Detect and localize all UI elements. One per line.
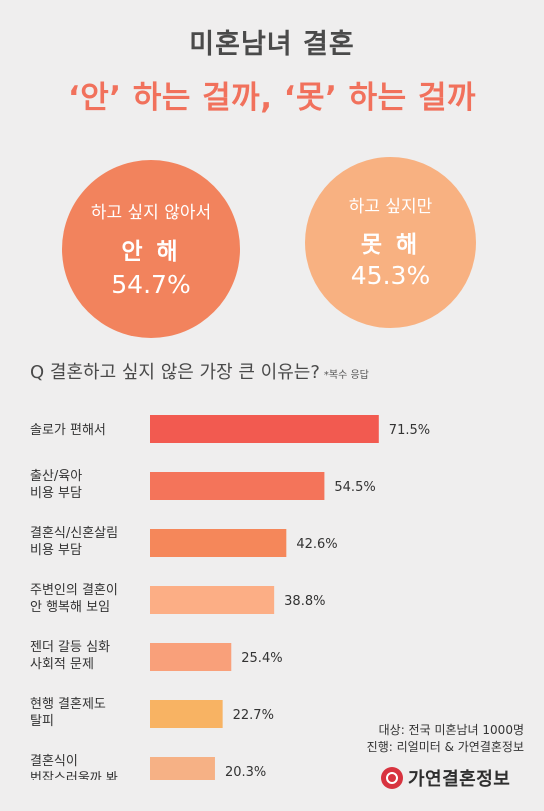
question-text: Q 결혼하고 싶지 않은 가장 큰 이유는?	[30, 362, 320, 383]
category-label: 주변인의 결혼이 안 행복해 보임	[30, 583, 118, 615]
bar-value-label: 71.5%	[389, 423, 430, 438]
category-label-line: 솔로가 편해서	[30, 423, 106, 438]
category-label-line: 번잡스러울까 봐	[30, 771, 118, 780]
bar-value-label: 20.3%	[225, 765, 266, 780]
bar-value-label: 25.4%	[241, 651, 282, 666]
category-label-line: 젠더 갈등 심화	[30, 640, 110, 655]
bar-value-label: 22.7%	[233, 708, 274, 723]
category-label: 솔로가 편해서	[30, 423, 106, 438]
category-label-line: 결혼식/신혼살림	[30, 526, 118, 541]
summary-answer-label: 못 해	[360, 232, 421, 258]
summary-circle-cannot: 하고 싶지만 못 해 45.3%	[305, 157, 476, 328]
summary-reason-label: 하고 싶지만	[348, 197, 433, 217]
category-label-line: 주변인의 결혼이	[30, 583, 118, 598]
question-note: *복수 응답	[323, 370, 369, 381]
survey-info: 대상: 전국 미혼남녀 1000명 진행: 리얼미터 & 가연결혼정보	[367, 722, 524, 756]
bar	[150, 586, 275, 614]
category-label-line: 현행 결혼제도	[30, 696, 106, 712]
survey-conductor: 진행: 리얼미터 & 가연결혼정보	[366, 740, 524, 754]
category-label-line: 탈피	[30, 714, 54, 729]
brand-logo-icon	[381, 767, 403, 789]
survey-question: Q 결혼하고 싶지 않은 가장 큰 이유는? *복수 응답	[30, 358, 369, 384]
summary-answer-label: 안 해	[121, 239, 181, 265]
brand-name: 가연결혼정보	[408, 769, 511, 790]
page-title: 미혼남녀 결혼	[189, 29, 355, 60]
category-label-line: 안 행복해 보임	[30, 599, 110, 615]
bar	[150, 529, 287, 557]
summary-percentage: 54.7%	[111, 270, 191, 299]
category-label-line: 사회적 문제	[30, 657, 94, 672]
category-label-line: 비용 부담	[30, 486, 82, 501]
category-label-line: 비용 부담	[30, 543, 82, 558]
bar	[150, 415, 379, 443]
category-label-line: 결혼식이	[30, 754, 78, 769]
reasons-bar-chart: 솔로가 편해서 71.5%출산/육아 비용 부담 54.5%결혼식/신혼살림 비용 부담…	[30, 415, 430, 780]
bar-value-label: 42.6%	[296, 537, 337, 552]
summary-percentage: 45.3%	[350, 261, 431, 290]
survey-target: 대상: 전국 미혼남녀 1000명	[378, 723, 524, 737]
brand: 가연결혼정보	[381, 764, 531, 792]
bar-value-label: 38.8%	[284, 594, 325, 609]
bar	[150, 700, 223, 728]
category-label-line: 출산/육아	[30, 469, 82, 484]
bar-value-label: 54.5%	[334, 480, 375, 495]
bar	[150, 472, 325, 500]
summary-reason-label: 하고 싶지 않아서	[90, 203, 212, 223]
page-subtitle: ‘안’ 하는 걸까, ‘못’ 하는 걸까	[67, 80, 477, 116]
summary-circle-dont-want: 하고 싶지 않아서 안 해 54.7%	[62, 160, 240, 338]
bar	[150, 757, 215, 780]
bar	[150, 643, 232, 671]
